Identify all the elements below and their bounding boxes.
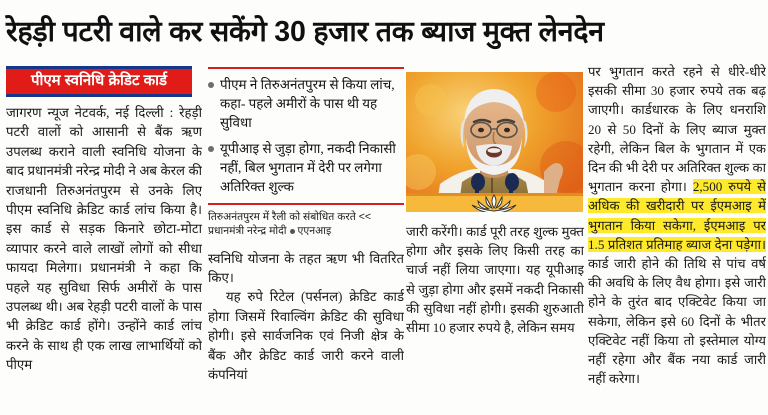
divider-rule-caption xyxy=(208,203,404,205)
col2-paragraph-2: यह रुपे रिटेल (पर्सनल) क्रेडिट कार्ड होग… xyxy=(208,289,404,383)
status-badge: पीएम स्वनिधि क्रेडिट कार्ड xyxy=(6,66,192,97)
col3-paragraph-1: जारी करेंगी। कार्ड पूरी तरह शुल्क मुक्त … xyxy=(406,224,584,336)
col4-text-post: कार्ड जारी होने की तिथि से पांच वर्ष की … xyxy=(588,256,766,387)
badge-label: पीएम स्वनिधि क्रेडिट कार्ड xyxy=(30,72,168,89)
column-2: पीएम ने तिरुअनंतपुरम से किया लांच, कहा- … xyxy=(208,62,404,415)
photo-credit: एएनआइ xyxy=(297,225,332,238)
col4-paragraph-1: पर भुगतान करते रहने से धीरे-धीरे इसकी सी… xyxy=(588,62,766,388)
divider-rule-top xyxy=(208,67,404,69)
article-photo xyxy=(406,72,583,212)
column-4: पर भुगतान करते रहने से धीरे-धीरे इसकी सी… xyxy=(588,62,766,415)
photo-caption-line-2: प्रधानमंत्री नरेन्द्र मोदी xyxy=(208,225,287,238)
page-title: रेहड़ी पटरी वाले कर सकेंगे 30 हजार तक ब्… xyxy=(6,16,604,48)
col1-paragraph-1: जागरण न्यूज नेटवर्क, नई दिल्ली : रेहड़ी … xyxy=(6,105,202,373)
col4-text-pre: पर भुगतान करते रहने से धीरे-धीरे इसकी सी… xyxy=(588,64,766,195)
column-3: जारी करेंगी। कार्ड पूरी तरह शुल्क मुक्त … xyxy=(406,222,584,415)
highlights-list: पीएम ने तिरुअनंतपुरम से किया लांच, कहा- … xyxy=(208,75,404,196)
col2-paragraph-1: स्वनिधि योजना के तहत ऋण भी वितरित किए। xyxy=(208,250,404,285)
bullet-dot-icon xyxy=(289,228,295,234)
modi-rally-photo xyxy=(406,72,583,212)
column-1: पीएम स्वनिधि क्रेडिट कार्ड जागरण न्यूज न… xyxy=(6,62,202,415)
photo-caption-line-1: तिरुअनंतपुरम में रैली को संबोधित करते << xyxy=(208,210,372,223)
list-item: यूपीआइ से जुड़ा होगा, नकदी निकासी नहीं, … xyxy=(208,139,404,196)
photo-caption: तिरुअनंतपुरम में रैली को संबोधित करते <<… xyxy=(208,210,404,239)
list-item: पीएम ने तिरुअनंतपुरम से किया लांच, कहा- … xyxy=(208,75,404,132)
